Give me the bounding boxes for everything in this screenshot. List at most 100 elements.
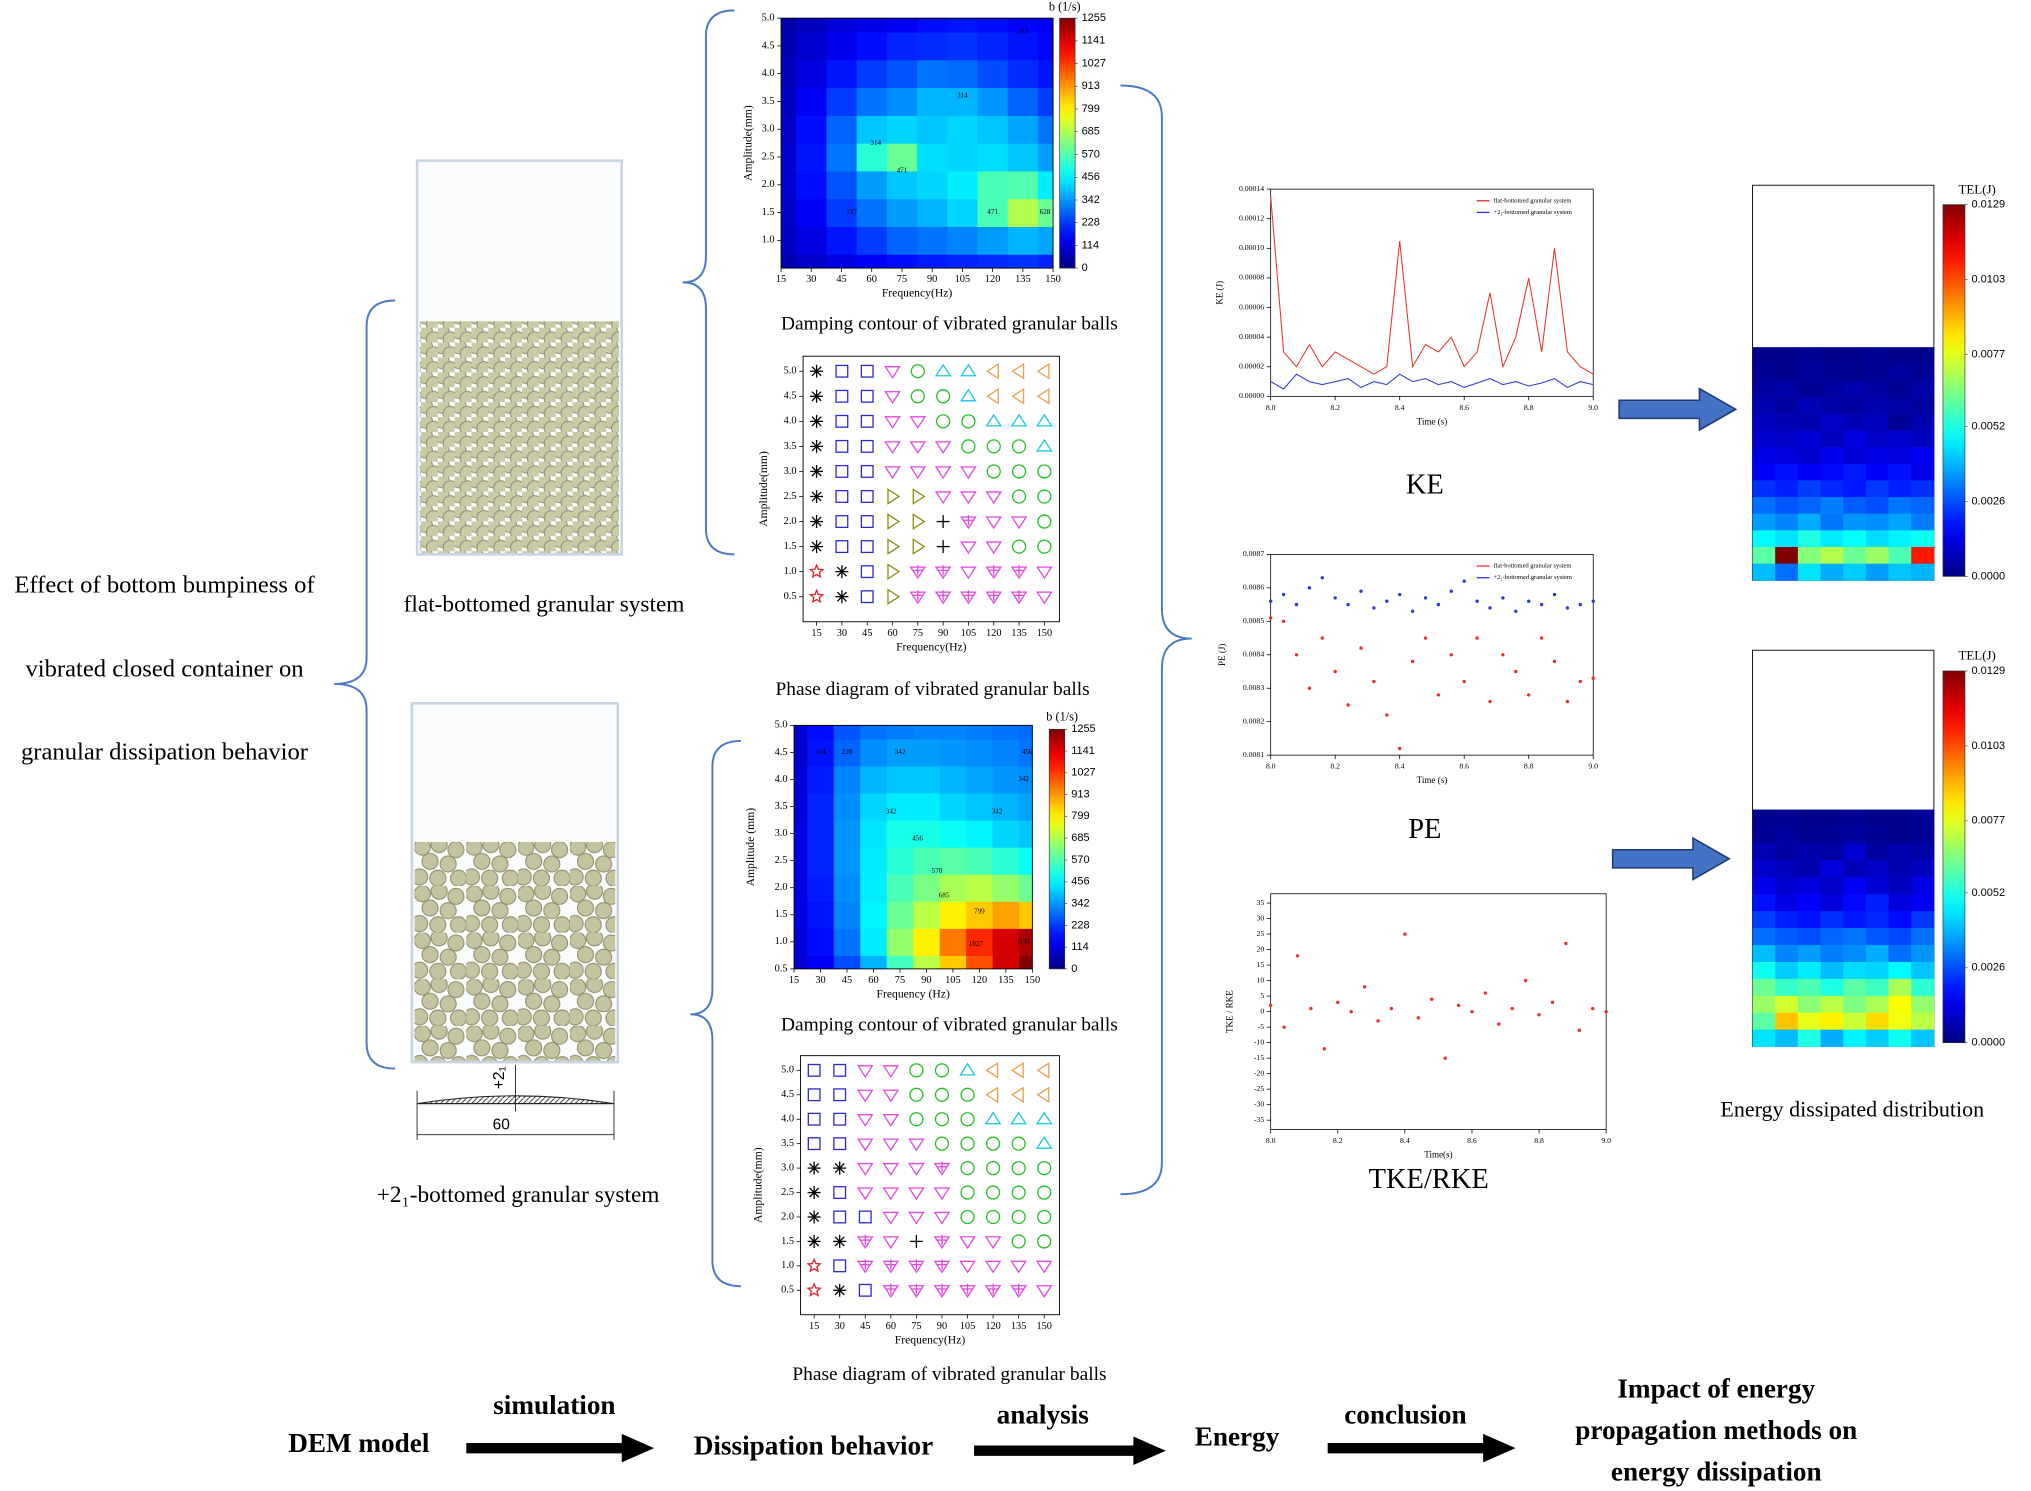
contour-cell: [992, 928, 1020, 956]
x-tick-label: 45: [836, 274, 846, 285]
y-axis-label: Amplitude(mm): [752, 1147, 765, 1223]
x-tick-label: 120: [972, 975, 988, 986]
symbol-shape: [985, 1160, 1001, 1176]
colorbar-tick-label: 114: [1082, 239, 1100, 251]
flow-verb: conclusion: [1344, 1399, 1466, 1429]
contour-cell: [807, 820, 835, 848]
arrow: [1611, 836, 1731, 881]
phase-symbol: [1011, 539, 1027, 554]
contour-cell: [947, 254, 979, 269]
symbol-shape: [1011, 1136, 1026, 1151]
y-tick-label: -20: [1254, 1068, 1264, 1077]
legend-label: +2₁-bottomed granular system: [1493, 574, 1571, 581]
colorbar-tick-label: 685: [1071, 832, 1089, 844]
symbol-shape: [984, 1260, 1002, 1274]
map-cell: [1752, 978, 1776, 997]
map-cell: [1843, 860, 1867, 878]
y-tick-label: 0.0082: [1243, 716, 1264, 725]
series-point: [1346, 703, 1350, 707]
symbol-shape: [882, 1236, 900, 1250]
y-axis-label: KE (J): [1214, 281, 1224, 305]
contour-cell: [796, 18, 827, 33]
contour-cell: [781, 170, 797, 200]
contour-cell: [860, 765, 888, 794]
brace: [1120, 84, 1192, 1196]
map-cell: [1888, 513, 1912, 531]
map-cell: [1775, 546, 1799, 565]
map-cell: [1775, 894, 1799, 912]
map-cell: [1797, 995, 1821, 1014]
symbol-shape: [860, 414, 874, 428]
symbol-shape: [960, 1112, 975, 1127]
series-point: [1269, 599, 1273, 603]
phase-symbol: [936, 389, 951, 404]
phase-symbol: [1037, 514, 1052, 529]
map-cell: [1820, 894, 1844, 912]
colorbar-tick-label: 0.0026: [1971, 495, 2005, 507]
phase-symbol: [960, 388, 977, 402]
contour-cell: [992, 820, 1020, 848]
contour-cell: [886, 820, 914, 848]
symbol-shape: [1037, 539, 1052, 554]
symbol-shape: [960, 1209, 975, 1225]
contour-cell: [992, 725, 1020, 740]
symbol-shape: [986, 464, 1001, 479]
contour-cell: [1037, 143, 1054, 172]
phase-symbol: [1010, 1062, 1024, 1079]
phase-symbol: [810, 439, 824, 453]
phase-symbol: [833, 1186, 847, 1200]
phase-symbol: [985, 590, 1003, 605]
contour-cell: [913, 901, 941, 929]
colorbar-tick-label: 913: [1071, 788, 1089, 800]
map-cell: [1888, 497, 1912, 515]
symbol-stroke: [834, 1285, 845, 1296]
contour-cell: [807, 901, 835, 929]
contour-label: 456: [1022, 748, 1033, 756]
map-cell: [1888, 809, 1912, 827]
contour-label: 471: [897, 167, 908, 175]
contour-cell: [886, 59, 918, 89]
phase-symbol: [908, 1211, 925, 1225]
phase-symbol: [884, 441, 901, 455]
symbol-shape: [985, 1062, 999, 1079]
map-cell: [1865, 978, 1889, 997]
map-cell: [1752, 497, 1776, 515]
phase-symbol: [909, 1112, 924, 1127]
symbol-shape: [1037, 1234, 1052, 1249]
contour-cell: [796, 143, 827, 172]
contour-cell: [977, 18, 1009, 33]
phase-symbol: [910, 389, 925, 404]
series-point: [1565, 699, 1570, 704]
symbol-shape: [833, 1137, 847, 1151]
x-tick-label: 8.8: [1534, 1136, 1544, 1145]
contour-cell: [1007, 87, 1039, 116]
contour-label: 314: [870, 139, 881, 147]
plot-frame: [1270, 188, 1594, 397]
map-cell: [1888, 563, 1912, 581]
symbol-shape: [1036, 1086, 1050, 1104]
title-line: vibrated closed container on: [25, 656, 303, 683]
phase-symbol: [1011, 439, 1027, 454]
phase-symbol: [835, 540, 849, 554]
x-axis-label: Time (s): [1417, 775, 1448, 785]
phase-symbol: [835, 515, 849, 529]
series-point: [1359, 589, 1363, 593]
symbol-shape: [833, 1112, 847, 1126]
contour-cell: [886, 874, 914, 902]
map-cell: [1775, 877, 1799, 895]
contour-cell: [977, 198, 1009, 227]
y-tick-label: 0.0087: [1243, 549, 1264, 558]
map-cell: [1843, 978, 1867, 997]
contour-label: 342: [895, 748, 906, 756]
series-point: [1333, 669, 1337, 674]
x-tick-label: 105: [960, 1321, 976, 1332]
colorbar-label: b (1/s): [1049, 0, 1081, 14]
contour-cell: [1007, 18, 1039, 33]
map-cell: [1843, 546, 1867, 565]
content: Effect of bottom bumpiness of vibrated c…: [14, 0, 2005, 1486]
y-tick-label: 35: [1256, 898, 1264, 907]
phase-symbol: [807, 1234, 821, 1248]
symbol-shape: [1035, 1135, 1053, 1149]
symbol-shape: [856, 1162, 874, 1176]
map-cell: [1843, 497, 1867, 515]
